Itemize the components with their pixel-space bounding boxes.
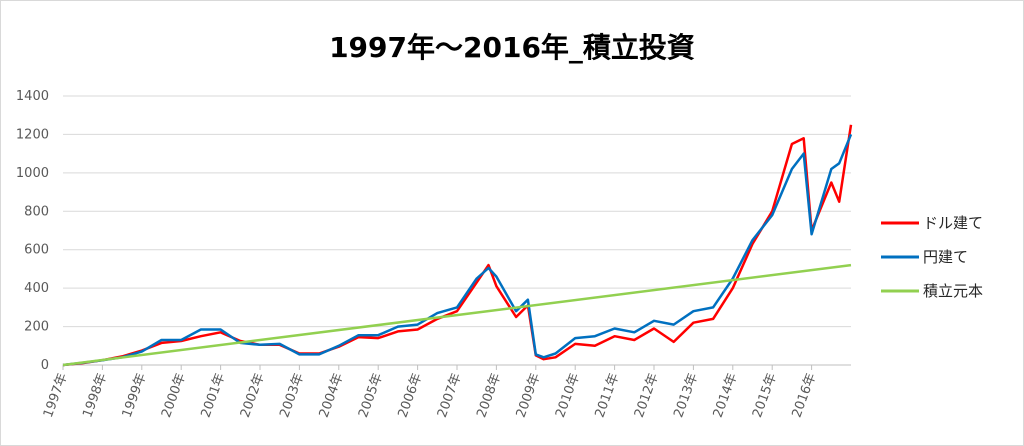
x-tick-label: 2002年 [238,371,268,419]
series-lines [62,124,853,367]
x-tick-label: 2010年 [553,371,583,419]
legend-label: ドル建て [923,214,983,232]
y-tick-label: 1000 [16,166,49,181]
x-tick-label: 2001年 [198,371,228,419]
x-tick-label: 1997年 [41,371,71,419]
y-axis-ticks: 0 200 400 600 800 1000 1200 1400 [16,89,49,373]
y-tick-label: 800 [24,204,49,219]
x-tick-label: 2013年 [671,371,701,419]
y-tick-label: 600 [24,243,49,258]
x-tick-label: 2015年 [750,371,780,419]
x-tick-label: 1999年 [120,371,150,419]
x-tick-label: 2016年 [789,371,819,419]
x-tick-label: 2000年 [159,371,189,419]
series-line-3 [62,263,852,367]
y-tick-label: 0 [41,358,49,373]
y-tick-label: 1400 [16,89,49,104]
x-tick-label: 2006年 [395,371,425,419]
x-tick-label: 2003年 [277,371,307,419]
x-tick-label: 2007年 [435,371,465,419]
y-tick-label: 400 [24,281,49,296]
x-tick-label: 2004年 [317,371,347,419]
chart-title: 1997年～2016年_積立投資 [329,31,695,64]
x-axis-ticks: 1997年 1998年 1999年 2000年 2001年 2002年 2003年 2004年… [41,365,819,420]
grid-lines [63,95,851,366]
legend-label: 円建て [923,248,968,266]
x-tick-label: 2009年 [514,371,544,419]
x-tick-label: 2011年 [592,371,622,419]
series-line-2 [62,133,853,367]
x-tick-label: 2005年 [356,371,386,419]
x-tick-label: 2008年 [474,371,504,419]
x-tick-label: 2014年 [711,371,741,419]
x-tick-label: 2012年 [632,371,662,419]
series-line-1 [62,124,853,367]
y-tick-label: 1200 [16,127,49,142]
y-tick-label: 200 [24,320,49,335]
legend-label: 積立元本 [923,282,983,300]
x-tick-label: 1998年 [80,371,110,419]
